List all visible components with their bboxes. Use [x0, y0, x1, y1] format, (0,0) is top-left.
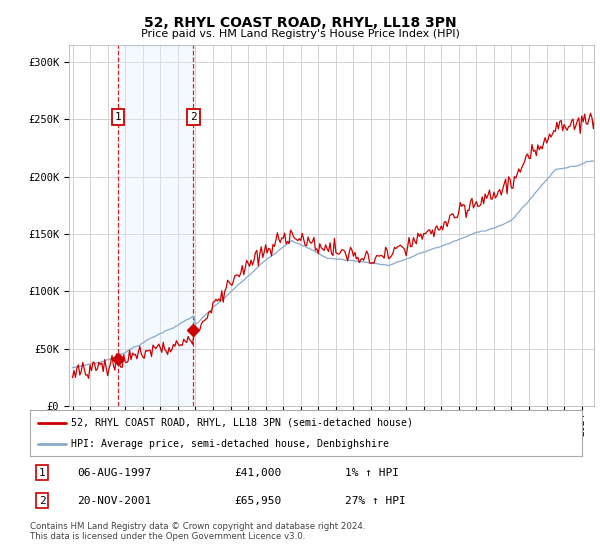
Text: 52, RHYL COAST ROAD, RHYL, LL18 3PN: 52, RHYL COAST ROAD, RHYL, LL18 3PN — [143, 16, 457, 30]
Text: Price paid vs. HM Land Registry's House Price Index (HPI): Price paid vs. HM Land Registry's House … — [140, 29, 460, 39]
Text: 1: 1 — [39, 468, 46, 478]
Text: 27% ↑ HPI: 27% ↑ HPI — [344, 496, 406, 506]
Text: £65,950: £65,950 — [234, 496, 281, 506]
Text: HPI: Average price, semi-detached house, Denbighshire: HPI: Average price, semi-detached house,… — [71, 439, 389, 449]
Text: 1: 1 — [115, 112, 121, 122]
Text: 52, RHYL COAST ROAD, RHYL, LL18 3PN (semi-detached house): 52, RHYL COAST ROAD, RHYL, LL18 3PN (sem… — [71, 418, 413, 428]
Text: £41,000: £41,000 — [234, 468, 281, 478]
Text: 2: 2 — [39, 496, 46, 506]
Text: 2: 2 — [190, 112, 197, 122]
Text: Contains HM Land Registry data © Crown copyright and database right 2024.
This d: Contains HM Land Registry data © Crown c… — [30, 522, 365, 542]
Bar — [118, 45, 193, 406]
Text: 1% ↑ HPI: 1% ↑ HPI — [344, 468, 398, 478]
Text: 20-NOV-2001: 20-NOV-2001 — [77, 496, 151, 506]
Text: 06-AUG-1997: 06-AUG-1997 — [77, 468, 151, 478]
